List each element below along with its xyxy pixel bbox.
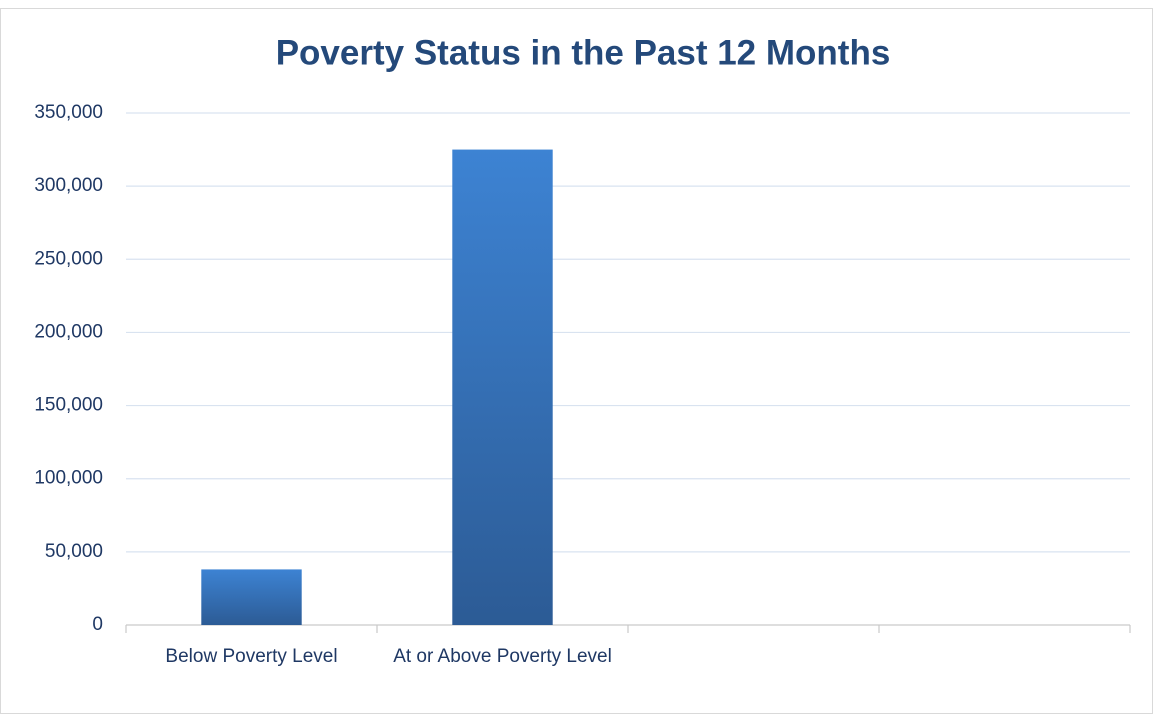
y-tick-label: 300,000 [34, 175, 103, 196]
y-tick-label: 200,000 [34, 321, 103, 342]
y-tick-label: 0 [92, 614, 103, 635]
bar [452, 149, 553, 626]
y-tick-label: 350,000 [34, 102, 103, 123]
x-tick-label: At or Above Poverty Level [393, 646, 612, 667]
chart-border [0, 8, 1153, 714]
chart-title: Poverty Status in the Past 12 Months [276, 33, 891, 72]
y-tick-label: 150,000 [34, 395, 103, 416]
y-tick-label: 100,000 [34, 468, 103, 489]
bar [201, 569, 302, 625]
y-tick-label: 50,000 [45, 541, 103, 562]
x-tick-label: Below Poverty Level [165, 646, 337, 667]
y-tick-label: 250,000 [34, 248, 103, 269]
